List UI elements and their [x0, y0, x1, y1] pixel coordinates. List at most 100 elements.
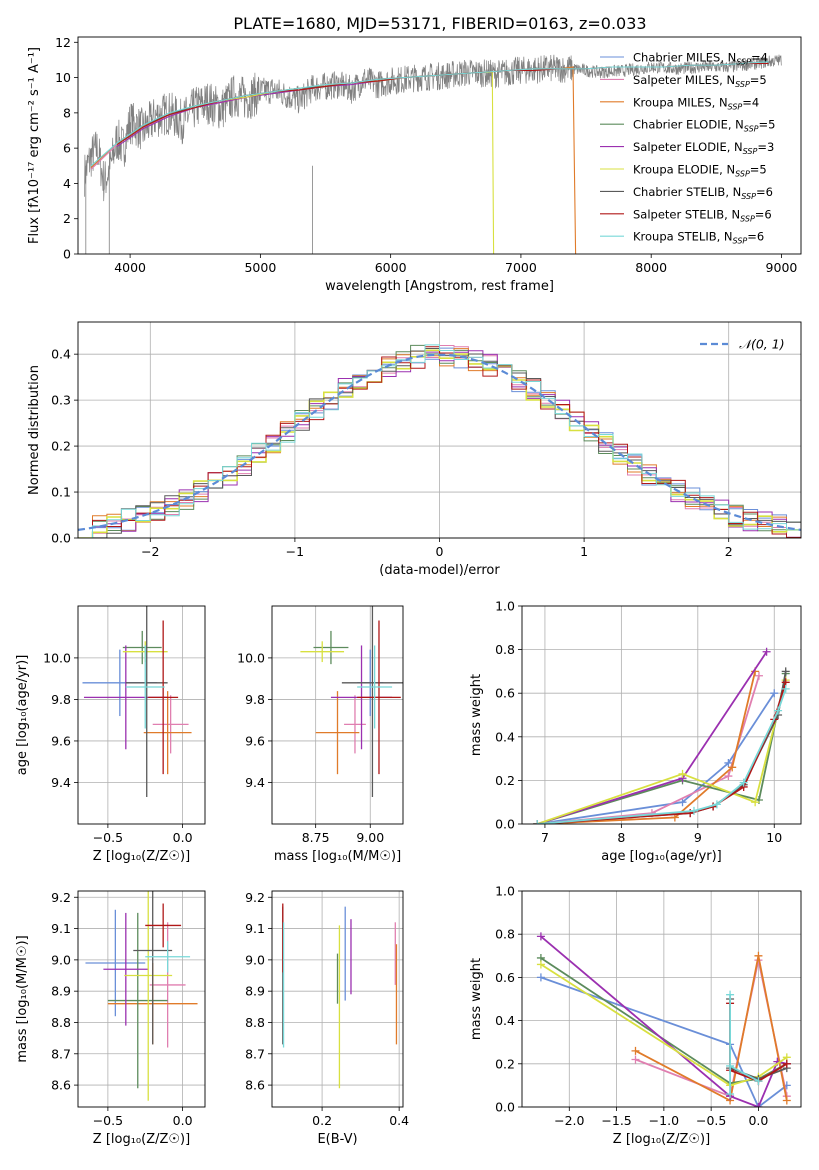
axes-frame: [77, 605, 206, 825]
y-tick-label: 8.8: [51, 1015, 71, 1030]
y-tick-label: 10.0: [237, 650, 265, 665]
y-tick-label: 9.2: [245, 890, 265, 905]
x-tick-label: −0.5: [93, 830, 123, 845]
y-tick-label: 0.0: [495, 1100, 515, 1115]
x-tick-label: 2: [725, 544, 733, 559]
x-tick-label: −0.5: [696, 1113, 726, 1128]
histogram-step: [78, 349, 801, 538]
y-axis-label: Flux [fλ10⁻¹⁷ erg cm⁻² s⁻¹ A⁻¹]: [27, 47, 42, 244]
axes-frame: [521, 890, 802, 1108]
weight-point: [774, 706, 783, 715]
weight-point: [762, 647, 771, 656]
x-tick-label: 7: [541, 830, 549, 845]
chart-legend: Chabrier MILES, NSSP=4 Salpeter MILES, NS…: [600, 51, 775, 246]
chart-legend: 𝒩(0, 1): [700, 337, 785, 352]
y-tick-label: 9.0: [51, 952, 71, 967]
x-axis-label: Z [log₁₀(Z/Z☉)]: [93, 849, 190, 864]
legend-label: Chabrier ELODIE, NSSP=5: [633, 118, 775, 134]
x-tick-label: 6000: [375, 260, 407, 275]
x-axis-label: Z [log₁₀(Z/Z☉)]: [613, 1132, 710, 1147]
y-tick-label: 12: [55, 35, 71, 50]
y-tick-label: 0.8: [495, 927, 515, 942]
x-tick-label: −1: [286, 544, 304, 559]
x-tick-label: −1.0: [649, 1113, 679, 1128]
weight-point: [728, 763, 737, 772]
x-axis-label: E(B-V): [317, 1132, 357, 1147]
weight-series-line: [537, 688, 787, 824]
y-tick-label: 0.2: [495, 773, 515, 788]
x-tick-label: 10: [766, 830, 782, 845]
x-tick-label: 0.0: [173, 830, 193, 845]
legend-label: Chabrier STELIB, NSSP=6: [633, 185, 773, 201]
y-tick-label: 0.4: [51, 347, 71, 362]
x-tick-label: −0.5: [93, 1113, 123, 1128]
weight-point: [726, 1061, 735, 1070]
x-axis-label: age [log₁₀(age/yr)]: [601, 849, 722, 864]
y-axis-label: mass weight: [469, 958, 484, 1040]
axes-frame: [77, 321, 802, 539]
panel-weight-vs-age: 7 8 9 10 0.0 0.2 0.4 0.6 0.8 1.0 age [log₁₀(age/yr…: [469, 599, 802, 864]
x-tick-label: 5000: [244, 260, 276, 275]
x-tick-label: −2: [141, 544, 159, 559]
y-tick-label: 0.6: [495, 970, 515, 985]
weight-series-line: [537, 675, 760, 824]
y-tick-label: 0.0: [51, 531, 71, 546]
weight-point: [712, 800, 721, 809]
weight-point: [739, 778, 748, 787]
y-tick-label: 9.4: [51, 775, 71, 790]
y-tick-label: 10.0: [43, 650, 71, 665]
weight-point: [782, 1096, 791, 1105]
weight-point: [726, 990, 735, 999]
y-tick-label: 9.6: [245, 733, 265, 748]
x-tick-label: 0.0: [748, 1113, 768, 1128]
axes-frame: [77, 36, 802, 255]
legend-label: Salpeter ELODIE, NSSP=3: [633, 140, 774, 156]
x-tick-label: 7000: [505, 260, 537, 275]
y-tick-label: 0.3: [51, 393, 71, 408]
x-tick-label: 4000: [114, 260, 146, 275]
y-tick-label: 0.4: [495, 1013, 515, 1028]
panel-residuals: −2 −1 0 1 2 0.0 0.1 0.2 0.3 0.4 (data-model)/error…: [27, 321, 802, 578]
panel-spectrum: 4000 5000 6000 7000 8000 9000 0 2 4 6 8 10 12 wavelen…: [27, 35, 802, 294]
legend-label: 𝒩(0, 1): [739, 337, 785, 352]
weight-point: [754, 951, 763, 960]
legend-label: Salpeter STELIB, NSSP=6: [633, 207, 772, 223]
y-tick-label: 0.1: [51, 485, 71, 500]
plot-area: [85, 891, 198, 1101]
y-axis-label: mass [log₁₀(M/M☉)]: [15, 935, 30, 1062]
panel-mass-vs-Z: −0.5 0.0 8.6 8.7 8.8 8.9 9.0 9.1 9.2 Z [log₁₀(Z/Z…: [15, 890, 206, 1147]
legend-label: Kroupa ELODIE, NSSP=5: [633, 163, 767, 179]
y-tick-label: 9.8: [245, 692, 265, 707]
legend-label: Kroupa STELIB, NSSP=6: [633, 230, 764, 246]
axes-frame: [271, 605, 404, 825]
y-tick-label: 0.6: [495, 686, 515, 701]
axes-frame: [521, 605, 802, 825]
y-tick-label: 9.8: [51, 692, 71, 707]
x-tick-label: 0.4: [389, 1113, 409, 1128]
weight-point: [782, 1059, 791, 1068]
y-tick-label: 0: [63, 247, 71, 262]
y-tick-label: 9.2: [51, 890, 71, 905]
x-tick-label: 0: [436, 544, 444, 559]
weight-series-line: [537, 671, 756, 824]
y-tick-label: 8.6: [245, 1078, 265, 1093]
y-tick-label: 9.0: [245, 952, 265, 967]
y-tick-label: 10: [55, 70, 71, 85]
plot-area: [82, 606, 192, 798]
y-tick-label: 6: [63, 141, 71, 156]
panel-weight-vs-Z: −2.0 −1.5 −1.0 −0.5 0.0 0.0 0.2 0.4 0.6 0.8 1.0 Z […: [469, 884, 802, 1147]
weight-series-line: [729, 994, 759, 1094]
weight-point: [754, 1103, 763, 1107]
plot-area: [533, 647, 790, 824]
plot-area: [300, 606, 403, 798]
weight-point: [533, 820, 542, 824]
y-tick-label: 4: [63, 176, 71, 191]
weight-point: [781, 667, 790, 676]
y-tick-label: 8.7: [245, 1046, 265, 1061]
model-series-line: [90, 61, 769, 167]
x-axis-label: (data-model)/error: [379, 563, 500, 578]
weight-point: [678, 769, 687, 778]
y-tick-label: 9.1: [245, 921, 265, 936]
weight-point: [781, 684, 790, 693]
